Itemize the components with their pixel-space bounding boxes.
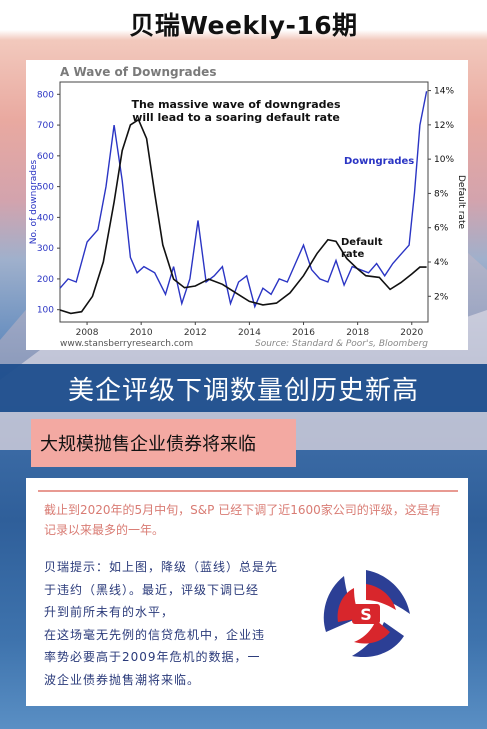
chart-title: A Wave of Downgrades	[60, 65, 216, 79]
legend-default-rate: rate	[341, 249, 364, 260]
downgrades-chart: A Wave of Downgrades 100 200 300 400 500 600 70…	[26, 60, 468, 350]
series-line-downgrades	[59, 91, 428, 309]
tips-text: 贝瑞提示：如上图，降级（蓝线）总是先 于违约（黑线）。最近，评级下调已经 升到前…	[44, 556, 332, 696]
company-logo-icon: S	[323, 570, 410, 658]
chart-annotation: The massive wave of downgrades	[131, 98, 341, 111]
y-left-tick-label: 100	[37, 306, 54, 316]
y-left-tick-label: 500	[37, 183, 54, 193]
y-left-tick-label: 600	[37, 152, 54, 162]
summary-text: 截止到2020年的5月中旬，S&P 已经下调了近1600家公司的评级，这是有记录…	[44, 503, 441, 537]
chart-annotation: will lead to a soaring default rate	[132, 111, 340, 124]
subheadline-text: 大规模抛售企业债券将来临	[40, 434, 256, 455]
x-tick-label: 2020	[400, 328, 423, 338]
x-tick-label: 2014	[238, 328, 261, 338]
tips-line: 在这场毫无先例的信贷危机中，企业违	[44, 627, 266, 642]
x-tick-label: 2008	[76, 328, 99, 338]
tips-line: 升到前所未有的水平，	[44, 605, 175, 619]
y-right-tick-label: 14%	[434, 87, 454, 97]
y-left-tick-label: 800	[37, 90, 54, 100]
y-right-tick-label: 10%	[434, 155, 454, 165]
chart-footer-left: www.stansberryresearch.com	[60, 339, 193, 349]
y-right-axis-label: Default rate	[456, 175, 466, 229]
chart-footer-right: Source: Standard & Poor's, Bloomberg	[255, 339, 428, 349]
y-right-tick-label: 2%	[434, 292, 449, 302]
x-tick-label: 2016	[292, 328, 315, 338]
y-left-tick-label: 400	[37, 213, 54, 223]
legend-downgrades: Downgrades	[344, 156, 414, 167]
plot-frame	[59, 81, 429, 323]
x-tick-label: 2012	[184, 328, 207, 338]
y-right-tick-label: 8%	[434, 189, 449, 199]
y-left-axis-label: No. of downgrades	[29, 159, 39, 244]
x-tick-label: 2010	[130, 328, 153, 338]
x-tick-label: 2018	[346, 328, 369, 338]
y-right-tick-label: 6%	[434, 224, 449, 234]
legend-default-rate: Default	[341, 237, 383, 248]
y-left-tick-label: 300	[37, 244, 54, 254]
svg-text:S: S	[360, 605, 372, 624]
subheadline-box	[31, 419, 296, 467]
divider	[38, 490, 458, 492]
chart-canvas: A Wave of Downgrades 100 200 300 400 500 600 70…	[29, 65, 466, 349]
tips-line: 率势必要高于2009年危机的数据，一	[44, 650, 261, 664]
tips-line: 波企业债券抛售潮将来临。	[44, 672, 201, 687]
headline-banner	[0, 364, 487, 412]
y-right-tick-label: 4%	[434, 258, 449, 268]
y-right-tick-label: 12%	[434, 121, 454, 131]
headline-text: 美企评级下调数量创历史新高	[67, 376, 419, 406]
tips-line: 于违约（黑线）。最近，评级下调已经	[44, 582, 260, 597]
tips-line: 贝瑞提示：如上图，降级（蓝线）总是先	[44, 560, 279, 574]
y-left-tick-label: 200	[37, 275, 54, 285]
y-left-tick-label: 700	[37, 121, 54, 131]
page-title: 贝瑞Weekly-16期	[129, 11, 358, 40]
series-line-default-rate	[59, 118, 427, 315]
